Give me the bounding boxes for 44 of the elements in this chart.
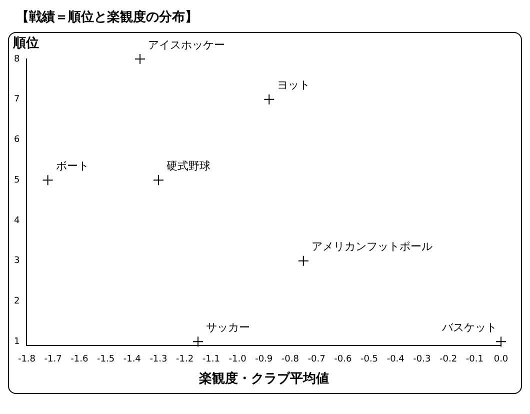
point [192, 336, 204, 348]
y-tick-label: 1 [14, 336, 20, 347]
annotation: アイスホッケー [148, 38, 226, 52]
annotation: 硬式野球 [166, 159, 210, 172]
x-tick-label: -0.9 [255, 354, 273, 364]
y-tick-label: 3 [14, 256, 20, 266]
x-tick-label: -1.8 [18, 354, 36, 364]
x-tick-label: -1.2 [176, 354, 194, 364]
x-tick-label: -1.5 [96, 354, 115, 364]
y-tick-label: 8 [14, 54, 20, 64]
point [264, 94, 275, 105]
point [134, 54, 146, 64]
x-tick-label: -1.6 [70, 354, 88, 364]
point [152, 174, 164, 186]
x-axis-title: 楽観度・クラブ平均値 [198, 370, 329, 387]
x-tick-label: -0.7 [308, 354, 326, 364]
y-tick-label: 5 [14, 175, 20, 186]
x-tick-label: -0.3 [413, 354, 431, 364]
y-tick-label: 2 [14, 296, 20, 307]
x-tick-label: -0.6 [334, 354, 352, 364]
annotation: アメリカンフットボール [311, 240, 432, 254]
annotation: ボート [56, 159, 89, 172]
x-tick-label: -1.4 [123, 354, 142, 364]
x-tick-label: 0.0 [494, 354, 508, 364]
annotation: ヨット [277, 78, 310, 92]
chart-title: 【戦績＝順位と楽観度の分布】 [16, 8, 199, 26]
y-axis-title: 順位 [12, 36, 39, 51]
y-tick-label: 7 [14, 94, 20, 105]
point [298, 255, 309, 266]
rounded-frame: 楽観度・クラブ平均値 -1.8 -1.7 -1.6 -1.5 -1.4 -1.3 -1.2 -1.1 -1.0 -0.9 -0.8 -0.7 -0.6 -0.5 -0.4 -0.3 -0.2 -0.1 0.0 1 2 3 4 5 6 7 8 ボート アイスホッケー 硬式野球 ヨット アメリカンフットボール サッカー バスケット 順位 [8, 32, 522, 394]
x-tick-label: -0.8 [281, 354, 300, 364]
annotation: サッカー [206, 320, 250, 334]
x-tick-label: -1.1 [202, 354, 220, 364]
x-tick-label: -1.3 [150, 354, 168, 364]
x-tick-label: -0.2 [440, 354, 458, 364]
y-tick-label: 4 [14, 216, 20, 226]
point [42, 174, 54, 186]
y-tick-label: 6 [14, 135, 20, 146]
x-tick-label: -0.4 [386, 354, 405, 364]
x-tick-label: -1.0 [228, 354, 247, 364]
annotation: バスケット [441, 320, 497, 334]
x-tick-label: -0.1 [466, 354, 484, 364]
x-tick-label: -0.5 [360, 354, 378, 364]
x-tick-label: -1.7 [44, 354, 62, 364]
